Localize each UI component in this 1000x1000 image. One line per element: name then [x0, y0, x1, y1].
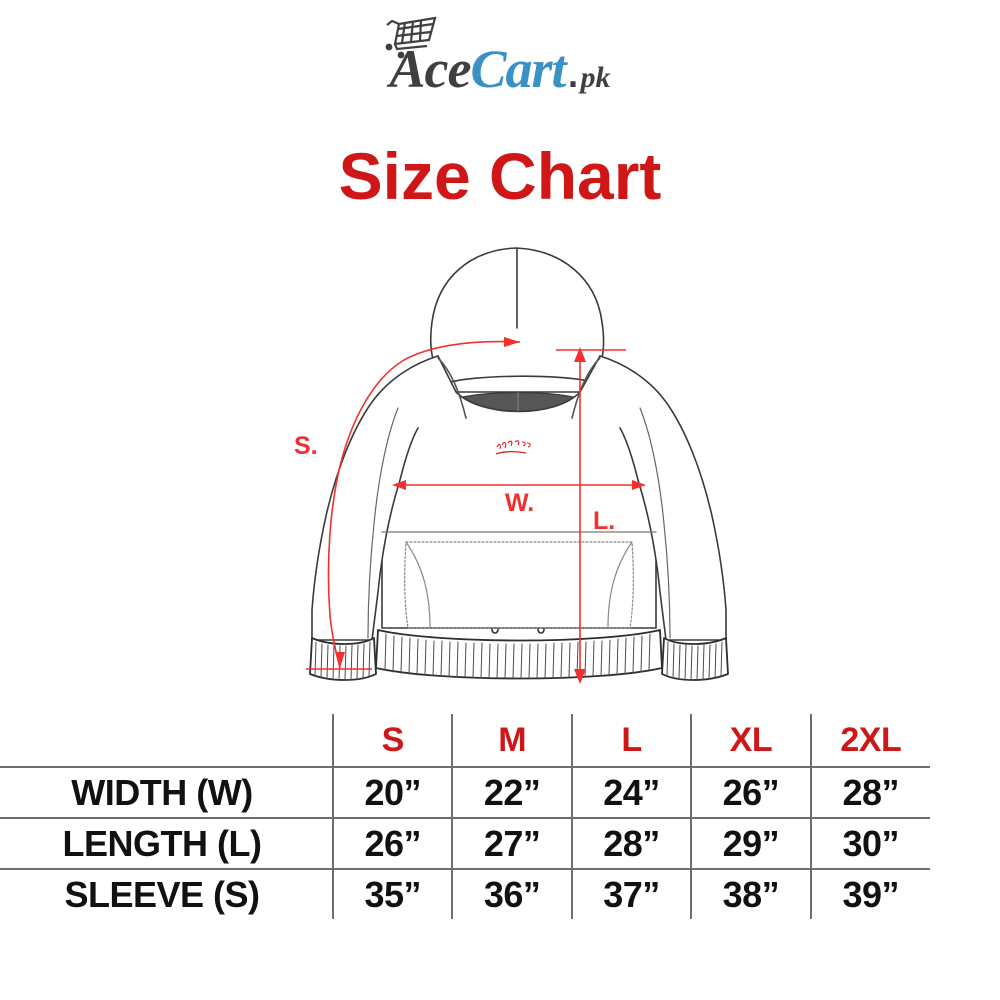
cuff-right: [661, 637, 729, 681]
table-row: SLEEVE (S) 35” 36” 37” 38” 39”: [0, 869, 930, 919]
page-title: Size Chart: [338, 139, 662, 213]
row-label-length: LENGTH (L): [0, 818, 334, 870]
hem-ribbing: [384, 633, 651, 679]
table-row: WIDTH (W) 20” 22” 24” 26” 28”: [0, 767, 930, 819]
cuff-right-ribbing: [666, 641, 723, 681]
brand-name-ace: Ace: [389, 39, 471, 99]
size-table-head: S M L XL 2XL: [0, 714, 930, 768]
hem-band: [375, 629, 663, 680]
cell-width-m: 22”: [451, 767, 572, 819]
chest-script-logo: [495, 440, 531, 455]
width-label: W.: [505, 489, 534, 517]
hoodie-diagram: S. W. L.: [294, 247, 729, 684]
shopping-cart-icon: [386, 16, 437, 59]
column-header-2xl: 2XL: [809, 714, 930, 768]
sleeve-measure-line: [327, 340, 521, 669]
sleeve-right: [599, 355, 727, 641]
brand-dot: .: [565, 39, 581, 99]
sleeve-right-crease: [639, 407, 671, 639]
cell-length-s: 26”: [332, 818, 453, 870]
pocket-edge-left: [405, 541, 431, 629]
cell-width-xl: 26”: [690, 767, 811, 819]
sleeve-arrow-head-bottom: [335, 652, 345, 668]
sleeve-arrow-head-top: [504, 337, 520, 347]
length-arrow-top: [574, 347, 586, 362]
width-arrow-right: [632, 480, 646, 490]
cell-sleeve-2xl: 39”: [809, 869, 930, 919]
size-table-body: WIDTH (W) 20” 22” 24” 26” 28” LENGTH (L)…: [0, 767, 930, 919]
brand-name-cart: Cart: [470, 39, 566, 99]
cell-sleeve-xl: 38”: [690, 869, 811, 919]
width-arrow-left: [392, 480, 406, 490]
cell-sleeve-s: 35”: [332, 869, 453, 919]
column-header-s: S: [332, 714, 453, 768]
cell-width-2xl: 28”: [809, 767, 930, 819]
size-table: S M L XL 2XL WIDTH (W) 20” 22” 24” 26” 2…: [0, 714, 930, 919]
sleeve-left: [311, 355, 439, 641]
cuff-left: [309, 637, 377, 681]
size-table-container: S M L XL 2XL WIDTH (W) 20” 22” 24” 26” 2…: [0, 714, 1000, 919]
cell-length-xl: 29”: [690, 818, 811, 870]
cell-sleeve-m: 36”: [451, 869, 572, 919]
size-table-header-row: S M L XL 2XL: [0, 714, 930, 768]
brand-logo: AceCart.pk: [0, 16, 1000, 122]
cell-length-l: 28”: [570, 818, 692, 870]
brand-logo-inner: AceCart.pk: [386, 16, 611, 99]
cell-length-m: 27”: [451, 818, 572, 870]
hoodie-illustration: S. W. L.: [0, 232, 1000, 702]
sleeve-left-crease: [367, 407, 399, 639]
shoulder-seam-left: [437, 357, 467, 419]
length-arrow-bottom: [574, 669, 586, 684]
shoulder-seam-right: [571, 357, 601, 419]
measurement-annotations: [306, 337, 646, 684]
pocket-outline: [404, 541, 634, 629]
pocket-edge-right: [607, 541, 633, 629]
brand-tld: pk: [580, 61, 611, 94]
table-row: LENGTH (L) 26” 27” 28” 29” 30”: [0, 818, 930, 870]
sleeve-label: S.: [294, 432, 318, 460]
row-label-width: WIDTH (W): [0, 767, 334, 819]
cell-width-s: 20”: [332, 767, 453, 819]
cell-length-2xl: 30”: [809, 818, 930, 870]
cell-sleeve-l: 37”: [570, 869, 692, 919]
column-header-xl: XL: [690, 714, 811, 768]
table-corner-cell: [0, 714, 334, 768]
column-header-m: M: [451, 714, 572, 768]
column-header-l: L: [570, 714, 692, 768]
row-label-sleeve: SLEEVE (S): [64, 873, 260, 915]
hoodie-artwork: [309, 247, 729, 681]
cell-width-l: 24”: [570, 767, 692, 819]
length-label: L.: [593, 507, 615, 535]
